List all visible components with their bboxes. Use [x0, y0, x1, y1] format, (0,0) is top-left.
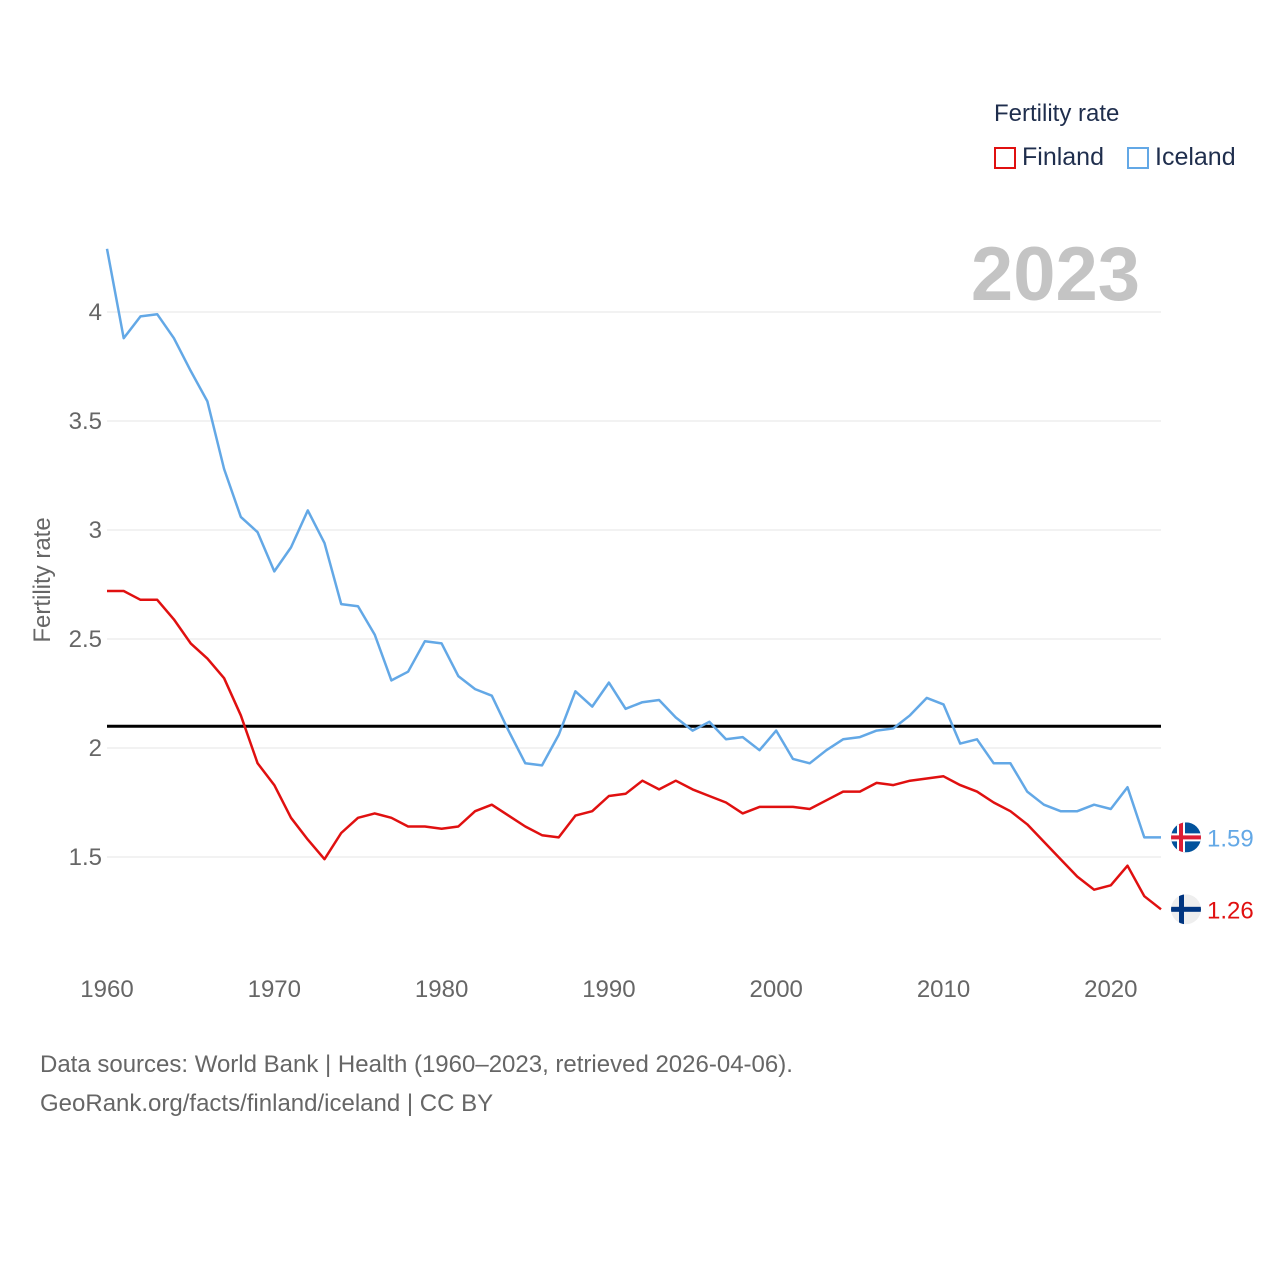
data-sources-text: Data sources: World Bank | Health (1960–…	[40, 1051, 793, 1078]
series-line-iceland	[105, 248, 1161, 839]
x-tick-label: 1980	[415, 976, 468, 1003]
y-tick-label: 2.5	[69, 626, 102, 653]
series-lines	[105, 248, 1162, 911]
x-tick-label: 1960	[80, 976, 133, 1003]
finland-flag-icon	[1171, 894, 1201, 925]
legend-item-iceland[interactable]: Iceland	[1127, 143, 1236, 172]
legend-label-iceland: Iceland	[1155, 143, 1236, 171]
y-tick-label: 1.5	[69, 844, 102, 871]
gridlines	[107, 311, 1161, 858]
x-tick-label: 1990	[582, 976, 635, 1003]
y-tick-label: 3	[89, 517, 102, 544]
legend-title: Fertility rate	[994, 100, 1120, 127]
y-tick-label: 3.5	[69, 408, 102, 435]
iceland-swatch	[1127, 146, 1149, 169]
y-tick-label: 2	[89, 735, 102, 762]
series-end-markers: 1.26 1.59	[1171, 822, 1254, 925]
x-tick-label: 1970	[248, 976, 301, 1003]
attribution-text: GeoRank.org/facts/finland/iceland | CC B…	[40, 1090, 494, 1117]
y-axis-label: Fertility rate	[29, 517, 56, 642]
iceland-flag-icon	[1171, 822, 1201, 853]
year-label: 2023	[971, 232, 1140, 317]
legend-item-finland[interactable]: Finland	[994, 143, 1104, 172]
x-tick-label: 2010	[917, 976, 970, 1003]
y-axis-ticks: 1.5 2 2.5 3 3.5 4	[69, 299, 102, 871]
series-line-finland	[107, 589, 1162, 911]
footer: Data sources: World Bank | Health (1960–…	[40, 1045, 793, 1123]
finland-swatch	[994, 146, 1016, 169]
finland-end-value: 1.26	[1207, 897, 1254, 924]
legend-label-finland: Finland	[1022, 143, 1104, 171]
x-tick-label: 2020	[1084, 976, 1137, 1003]
iceland-end-value: 1.59	[1207, 825, 1254, 852]
x-tick-label: 2000	[750, 976, 803, 1003]
y-tick-label: 4	[89, 299, 102, 326]
x-axis-ticks: 1960 1970 1980 1990 2000 2010 2020	[80, 976, 1137, 1003]
